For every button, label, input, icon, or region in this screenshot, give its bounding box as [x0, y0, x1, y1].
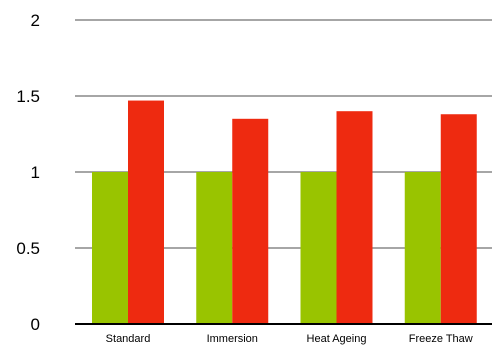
x-axis-tick-labels: Standard Immersion Heat Ageing Freeze Thaw [106, 333, 473, 345]
bar-heat-ageing-series-2 [336, 111, 373, 324]
bar-freeze-thaw-series-1 [404, 172, 441, 324]
y-tick-label: 0.5 [16, 239, 40, 258]
bar-series [92, 100, 477, 325]
y-tick-label: 0 [31, 315, 40, 334]
bar-standard-series-1 [92, 172, 128, 324]
y-tick-label: 1 [31, 163, 40, 182]
bar-heat-ageing-series-1 [300, 172, 337, 324]
bar-standard-series-2 [128, 100, 164, 324]
bar-immersion-series-1 [196, 172, 233, 324]
x-tick-label: Standard [106, 333, 151, 345]
y-axis-tick-labels: 0 0.5 1 1.5 2 [16, 11, 40, 334]
y-tick-label: 2 [31, 11, 40, 30]
x-tick-label: Immersion [207, 333, 258, 345]
x-tick-label: Freeze Thaw [409, 333, 473, 345]
bar-immersion-series-2 [232, 118, 269, 324]
x-tick-label: Heat Ageing [307, 333, 367, 345]
y-tick-label: 1.5 [16, 87, 40, 106]
bar-freeze-thaw-series-2 [440, 114, 477, 325]
